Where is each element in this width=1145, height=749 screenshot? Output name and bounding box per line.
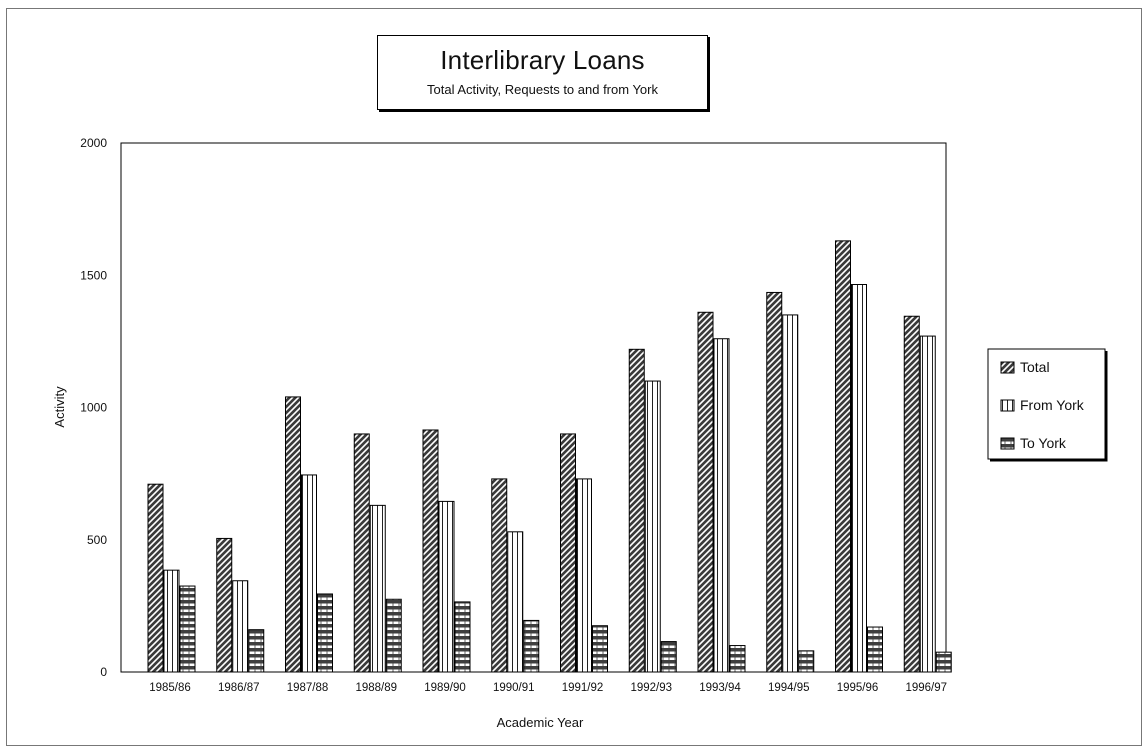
bar-to-york-11	[935, 651, 952, 673]
y-tick-label: 1500	[80, 268, 107, 282]
x-tick-label: 1992/93	[630, 682, 672, 694]
bar-total-8	[697, 311, 714, 673]
bar-to-york-9	[798, 650, 815, 673]
x-tick-label: 1985/86	[149, 682, 191, 694]
bar-from-york-7	[644, 380, 661, 673]
y-axis-label: Activity	[52, 386, 67, 428]
y-tick-label: 1000	[80, 401, 107, 415]
bar-total-3	[353, 433, 370, 673]
x-tick-label: 1991/92	[562, 682, 604, 694]
legend: Total From York To York	[987, 348, 1108, 462]
chart-title-box: Interlibrary Loans Total Activity, Reque…	[377, 35, 708, 110]
legend-label: From York	[1020, 397, 1085, 413]
bar-from-york-10	[851, 284, 867, 673]
bar-from-york-2	[301, 474, 317, 673]
bar-from-york-9	[782, 314, 799, 673]
x-tick-label: 1990/91	[493, 682, 535, 694]
bar-total-1	[216, 537, 233, 673]
bar-total-0	[147, 483, 164, 673]
bar-to-york-2	[317, 593, 333, 673]
x-tick-label: 1988/89	[355, 682, 397, 694]
bar-to-york-7	[660, 641, 677, 673]
x-axis-label: Academic Year	[497, 715, 584, 730]
x-tick-label: 1987/88	[287, 682, 329, 694]
legend-swatch-to-york	[1000, 437, 1015, 450]
bar-to-york-0	[179, 585, 196, 673]
bar-from-york-6	[576, 478, 592, 673]
chart-subtitle: Total Activity, Requests to and from Yor…	[427, 82, 658, 97]
x-tick-label: 1994/95	[768, 682, 810, 694]
x-tick-label: 1993/94	[699, 682, 741, 694]
x-tick-label: 1989/90	[424, 682, 466, 694]
bar-to-york-1	[248, 629, 265, 673]
y-tick-label: 500	[87, 533, 107, 547]
bar-to-york-6	[592, 625, 608, 673]
bar-total-6	[560, 433, 576, 673]
bar-from-york-5	[507, 531, 524, 673]
legend-swatch-from-york	[1000, 399, 1015, 412]
plot-area	[120, 142, 947, 673]
legend-label: Total	[1020, 359, 1050, 375]
bar-from-york-1	[232, 580, 249, 673]
bar-to-york-3	[385, 598, 402, 673]
y-tick-label: 2000	[80, 136, 107, 150]
bar-total-4	[422, 429, 439, 673]
bar-to-york-8	[729, 645, 746, 673]
bar-from-york-0	[163, 569, 180, 673]
bar-total-2	[285, 396, 301, 673]
x-tick-label: 1995/96	[837, 682, 879, 694]
bar-total-7	[628, 348, 645, 673]
bar-to-york-10	[867, 626, 883, 673]
legend-label: To York	[1020, 435, 1067, 451]
bar-total-5	[491, 478, 508, 673]
x-tick-label: 1986/87	[218, 682, 260, 694]
bar-total-11	[903, 315, 920, 673]
bar-from-york-8	[713, 338, 730, 673]
x-tick-label: 1996/97	[905, 682, 947, 694]
bar-to-york-4	[454, 601, 471, 673]
bar-total-9	[766, 291, 783, 673]
y-tick-label: 0	[100, 665, 107, 679]
bar-to-york-5	[523, 619, 540, 673]
bars-group	[147, 240, 952, 673]
bar-total-10	[835, 240, 851, 673]
bar-from-york-11	[919, 335, 936, 673]
bar-from-york-4	[438, 500, 455, 673]
bar-from-york-3	[369, 504, 386, 673]
legend-shadow	[990, 351, 1108, 462]
chart-title: Interlibrary Loans	[440, 45, 645, 75]
tick-labels-group: 1985/86 1986/87 1987/88 1988/89 1989/90 1990/…	[80, 136, 947, 694]
legend-swatch-total	[1000, 361, 1015, 374]
